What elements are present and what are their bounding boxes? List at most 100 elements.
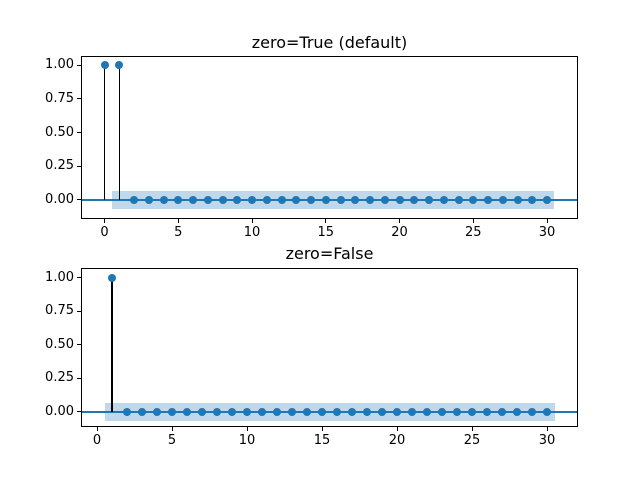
y-tick-label: 0.25 [45, 158, 74, 174]
data-marker [153, 407, 161, 416]
data-marker [454, 195, 463, 204]
data-marker [123, 407, 131, 416]
data-marker [483, 407, 491, 416]
data-marker [378, 407, 386, 416]
x-tick [177, 219, 179, 223]
x-tick-label: 0 [92, 433, 102, 448]
data-marker [218, 195, 227, 204]
y-tick-label: 0.75 [45, 90, 74, 106]
data-marker [258, 407, 266, 416]
data-marker [543, 195, 552, 204]
data-marker [395, 195, 404, 204]
data-marker [468, 407, 476, 416]
data-marker [115, 61, 124, 70]
x-tick-label: 0 [100, 225, 109, 240]
y-tick [77, 98, 81, 100]
x-tick-label: 25 [465, 225, 482, 240]
zero-baseline [82, 410, 577, 413]
x-tick-label: 20 [391, 225, 408, 240]
data-marker [333, 407, 341, 416]
data-marker [130, 195, 139, 204]
data-marker [321, 195, 330, 204]
x-tick [251, 219, 253, 223]
x-tick-label: 20 [388, 433, 406, 448]
x-tick [321, 427, 323, 431]
y-tick-label: 1.00 [45, 57, 74, 73]
plot-title-zero-true: zero=True (default) [251, 33, 408, 52]
x-tick [399, 219, 401, 223]
data-marker [469, 195, 478, 204]
data-marker [528, 195, 537, 204]
data-marker [543, 407, 551, 416]
x-tick [96, 427, 98, 431]
data-marker [243, 407, 251, 416]
y-tick-label: 1.00 [45, 269, 74, 285]
data-marker [348, 407, 356, 416]
data-marker [144, 195, 153, 204]
plot-area-zero-true: 0 5 10 15 20 25 30 1.00 0.75 0.50 0.25 0.00 [45, 56, 578, 240]
data-marker [228, 407, 236, 416]
y-tick-label: 0.50 [45, 124, 74, 140]
y-tick [77, 64, 81, 66]
x-tick-label: 30 [538, 433, 556, 448]
data-marker [248, 195, 257, 204]
data-marker [262, 195, 271, 204]
data-marker [288, 407, 296, 416]
y-tick [77, 199, 81, 201]
data-marker [159, 195, 168, 204]
data-marker [363, 407, 371, 416]
data-marker [438, 407, 446, 416]
stem-line [118, 65, 121, 200]
plot-title-zero-false: zero=False [285, 244, 374, 263]
x-tick-label: 25 [463, 433, 481, 448]
data-marker [233, 195, 242, 204]
x-tick-label: 10 [243, 225, 261, 240]
x-tick [546, 427, 548, 431]
data-marker [498, 407, 506, 416]
y-tick [77, 277, 81, 279]
data-marker [292, 195, 301, 204]
data-marker [189, 195, 198, 204]
data-marker [513, 407, 521, 416]
data-marker [203, 195, 212, 204]
data-marker [366, 195, 375, 204]
x-tick [246, 427, 248, 431]
x-tick [396, 427, 398, 431]
data-marker [425, 195, 434, 204]
data-marker [183, 407, 191, 416]
data-marker [100, 61, 109, 70]
stem-line [103, 65, 106, 200]
y-tick [77, 411, 81, 413]
x-tick-label: 15 [313, 433, 331, 448]
data-marker [138, 407, 146, 416]
y-tick-label: 0.25 [45, 370, 74, 386]
x-tick-label: 5 [167, 433, 177, 448]
data-marker [108, 273, 116, 282]
y-tick-label: 0.00 [45, 191, 74, 207]
x-tick-label: 15 [317, 225, 335, 240]
data-marker [174, 195, 183, 204]
data-marker [303, 407, 311, 416]
data-marker [410, 195, 419, 204]
data-marker [528, 407, 536, 416]
data-marker [393, 407, 401, 416]
data-marker [336, 195, 345, 204]
y-tick [77, 132, 81, 134]
x-tick [472, 219, 474, 223]
plot-area-zero-false: 0 5 10 15 20 25 30 1.00 0.75 0.50 0.25 0.00 [45, 268, 578, 448]
y-tick [77, 310, 81, 312]
x-tick-label: 30 [538, 225, 556, 240]
data-marker [513, 195, 522, 204]
x-tick [171, 427, 173, 431]
data-marker [273, 407, 281, 416]
data-marker [198, 407, 206, 416]
data-marker [168, 407, 176, 416]
y-tick-label: 0.75 [45, 303, 74, 319]
x-tick [471, 427, 473, 431]
x-tick-label: 5 [174, 225, 183, 240]
y-tick [77, 344, 81, 346]
y-tick [77, 377, 81, 379]
x-tick [104, 219, 106, 223]
y-tick-label: 0.50 [45, 336, 74, 352]
